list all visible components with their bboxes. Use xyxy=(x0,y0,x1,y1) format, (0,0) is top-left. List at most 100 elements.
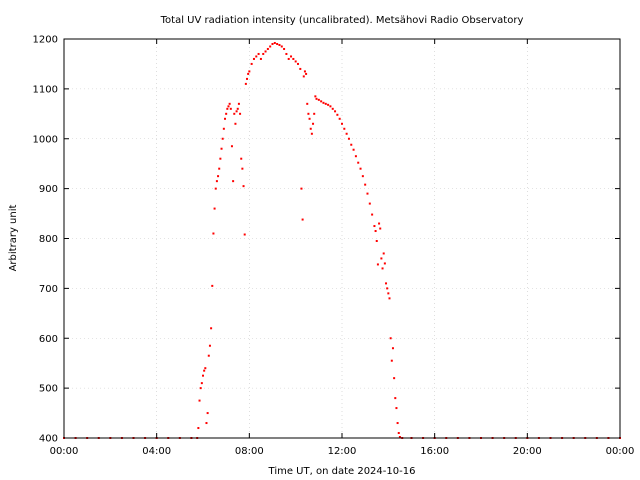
y-tick-label: 600 xyxy=(39,334,58,345)
data-point xyxy=(359,167,362,170)
data-point xyxy=(210,327,213,330)
data-point xyxy=(341,122,343,125)
data-point xyxy=(229,107,232,110)
data-point xyxy=(208,344,211,347)
data-point xyxy=(371,213,374,216)
data-point xyxy=(199,387,202,390)
data-point xyxy=(301,218,304,221)
data-point xyxy=(374,230,377,233)
data-point xyxy=(393,377,396,380)
data-point xyxy=(336,113,339,116)
data-point xyxy=(271,42,274,45)
data-point xyxy=(204,367,207,370)
data-point xyxy=(211,284,214,287)
y-tick-label: 700 xyxy=(39,284,58,295)
data-point xyxy=(357,161,360,164)
data-point xyxy=(398,436,401,439)
data-point xyxy=(240,157,243,160)
data-point xyxy=(237,102,240,105)
data-point xyxy=(285,52,288,55)
data-point xyxy=(302,75,305,78)
data-point xyxy=(228,102,231,105)
x-tick-label: 00:00 xyxy=(606,446,635,457)
data-point xyxy=(334,110,337,113)
data-point xyxy=(207,354,210,357)
data-point xyxy=(368,202,371,205)
data-point xyxy=(250,62,253,65)
data-point xyxy=(200,382,203,385)
x-tick-label: 20:00 xyxy=(513,446,542,457)
data-point xyxy=(212,232,215,235)
data-point xyxy=(312,122,315,125)
data-point xyxy=(299,67,302,70)
data-point xyxy=(230,145,233,148)
data-point xyxy=(276,42,279,45)
data-point xyxy=(234,122,237,125)
y-tick-label: 900 xyxy=(39,184,58,195)
data-point xyxy=(385,282,388,285)
data-point xyxy=(197,427,200,430)
data-point xyxy=(327,103,330,106)
data-point xyxy=(307,112,310,115)
data-point xyxy=(266,47,269,50)
data-point xyxy=(287,57,290,60)
data-point xyxy=(364,183,367,186)
data-point xyxy=(236,107,239,110)
data-point xyxy=(320,100,323,103)
data-point xyxy=(381,267,384,270)
x-tick-label: 16:00 xyxy=(420,446,449,457)
data-point xyxy=(244,82,247,85)
axis-ticks: 400 500 600 700 800 900 1000 1100 1200 00:00 04:00… xyxy=(33,35,635,458)
data-point xyxy=(233,112,236,115)
data-point xyxy=(235,110,238,113)
data-point xyxy=(218,167,221,170)
grid xyxy=(64,39,620,438)
data-point xyxy=(331,107,334,110)
data-point xyxy=(310,132,313,135)
data-point xyxy=(347,137,350,140)
data-point xyxy=(280,45,283,48)
data-point xyxy=(382,252,385,255)
data-point xyxy=(264,50,267,53)
data-point xyxy=(294,60,297,63)
data-point xyxy=(262,52,265,55)
data-point xyxy=(306,102,309,105)
data-point xyxy=(394,397,397,400)
x-tick-label: 04:00 xyxy=(142,446,171,457)
y-tick-label: 1000 xyxy=(33,134,58,145)
data-point xyxy=(322,101,325,104)
data-point xyxy=(308,117,311,120)
data-point xyxy=(241,167,244,170)
data-point xyxy=(226,107,229,110)
data-point xyxy=(248,70,251,73)
data-point xyxy=(273,41,276,44)
data-point xyxy=(324,102,327,105)
data-point xyxy=(217,175,220,178)
data-point xyxy=(388,297,391,300)
data-point xyxy=(242,185,245,188)
data-point xyxy=(396,422,399,425)
data-point xyxy=(227,105,230,108)
data-point xyxy=(378,222,381,225)
data-point xyxy=(303,70,306,73)
data-point xyxy=(389,337,392,340)
data-point xyxy=(379,227,382,230)
data-point xyxy=(202,374,204,377)
data-point xyxy=(397,432,400,435)
data-point xyxy=(329,105,332,108)
data-point xyxy=(338,117,341,120)
data-point xyxy=(198,399,201,402)
x-tick-label: 08:00 xyxy=(235,446,264,457)
data-point xyxy=(247,72,250,75)
x-axis-label: Time UT, on date 2024-10-16 xyxy=(268,466,416,477)
data-point xyxy=(203,369,206,372)
data-point xyxy=(383,262,386,265)
data-point xyxy=(224,117,227,120)
y-tick-label: 500 xyxy=(39,384,58,395)
y-axis-label: Arbitrary unit xyxy=(8,205,19,272)
data-point xyxy=(283,47,286,50)
data-point xyxy=(387,292,390,295)
data-point xyxy=(205,422,208,425)
data-point xyxy=(305,72,308,75)
